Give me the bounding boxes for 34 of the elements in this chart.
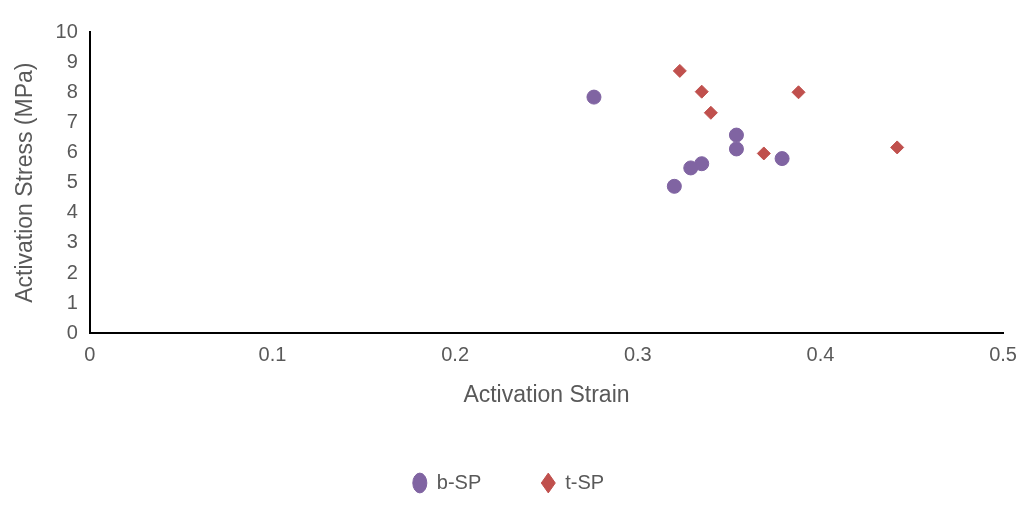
y-tick-label: 1 xyxy=(66,290,78,313)
y-tick-label: 6 xyxy=(66,140,78,163)
point xyxy=(586,89,602,105)
y-axis-title: Activation Stress (MPa) xyxy=(11,62,38,303)
point xyxy=(703,105,718,120)
y-tick-label: 4 xyxy=(66,200,78,223)
point xyxy=(683,160,699,176)
x-axis-title: Activation Strain xyxy=(463,380,630,407)
x-tick-label: 0 xyxy=(84,342,96,365)
point xyxy=(694,84,709,99)
point xyxy=(791,85,806,100)
y-tick-label: 0 xyxy=(66,320,78,343)
legend-label: b-SP xyxy=(436,470,482,493)
y-tick-label: 2 xyxy=(66,260,78,283)
x-tick-label: 0.5 xyxy=(989,342,1017,365)
y-tick-label: 8 xyxy=(66,79,78,102)
y-tick-label: 10 xyxy=(55,19,78,42)
x-tick-label: 0.3 xyxy=(623,342,652,365)
point xyxy=(890,140,905,155)
legend-label: t-SP xyxy=(565,470,605,493)
x-tick-label: 0.2 xyxy=(441,342,470,365)
point xyxy=(728,127,744,143)
x-tick-label: 0.4 xyxy=(806,342,835,365)
point xyxy=(694,156,710,172)
y-tick-label: 5 xyxy=(66,170,78,193)
y-tick-label: 9 xyxy=(66,49,78,72)
point xyxy=(672,63,687,78)
y-tick-label: 3 xyxy=(66,230,78,253)
x-tick-label: 0.1 xyxy=(258,342,287,365)
point xyxy=(756,146,771,161)
point xyxy=(774,151,790,167)
y-tick-label: 7 xyxy=(66,109,78,132)
point xyxy=(728,141,744,157)
point xyxy=(666,178,682,194)
